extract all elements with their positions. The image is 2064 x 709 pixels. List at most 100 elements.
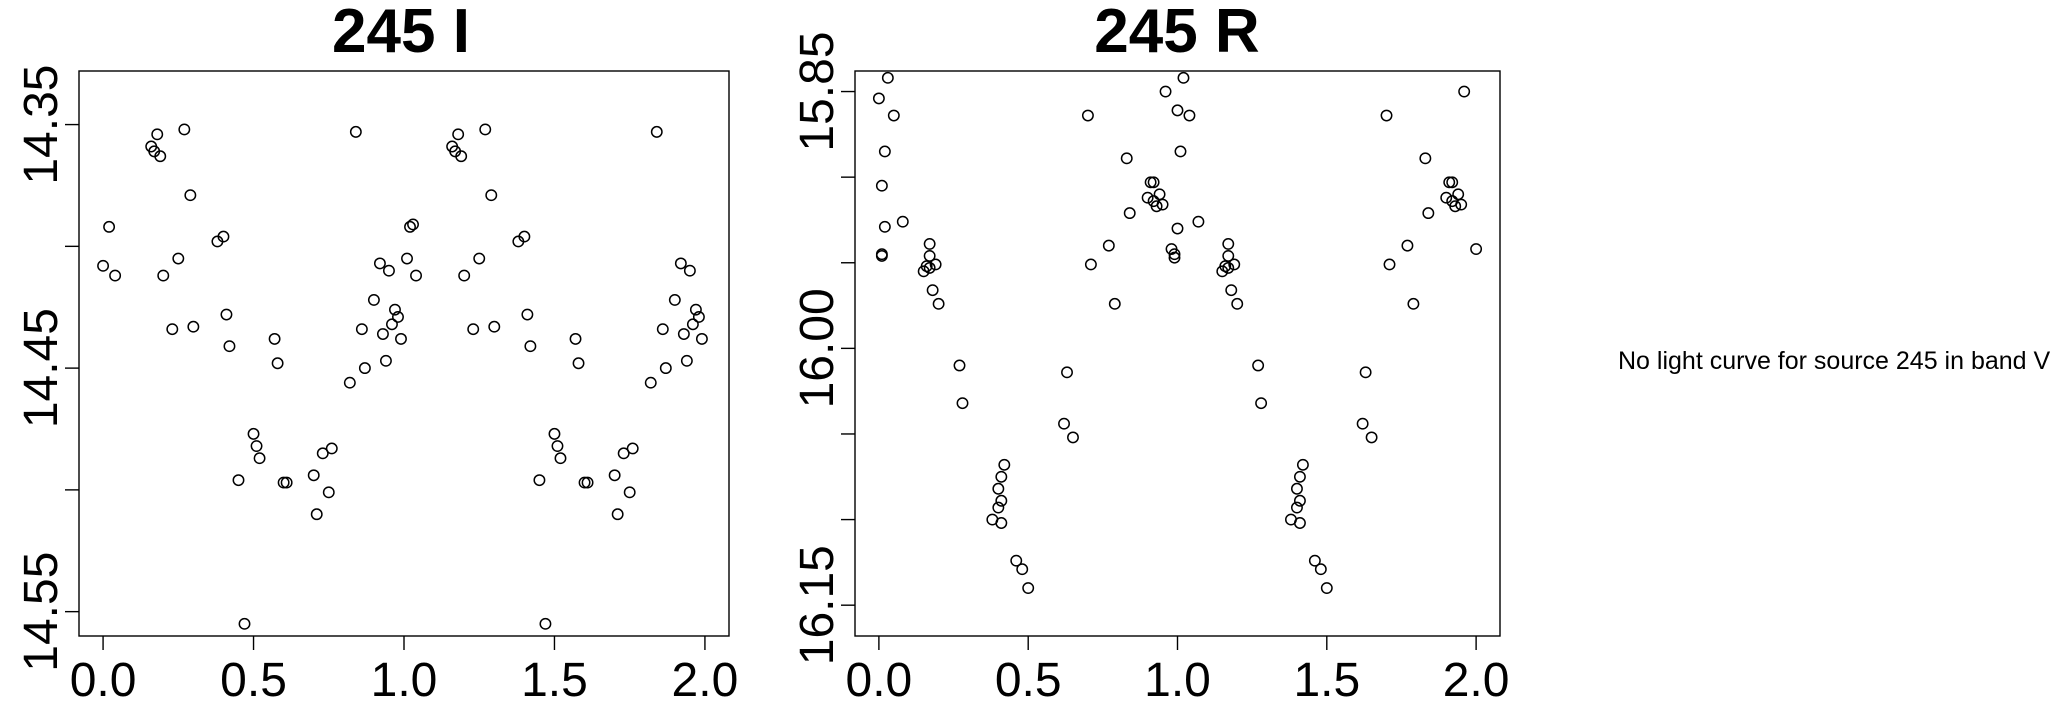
data-point xyxy=(1422,207,1435,220)
data-point xyxy=(223,340,236,353)
data-point xyxy=(404,220,416,233)
data-point xyxy=(878,220,891,233)
data-point xyxy=(686,318,699,331)
data-point xyxy=(650,125,663,138)
data-point xyxy=(1293,470,1306,483)
data-point xyxy=(1290,482,1303,495)
data-point xyxy=(998,458,1011,471)
data-point xyxy=(1192,215,1205,228)
data-point xyxy=(1222,237,1235,250)
data-point xyxy=(1356,417,1369,430)
data-point xyxy=(379,354,392,367)
x-tick-label: 0.0 xyxy=(846,654,913,707)
data-point xyxy=(407,218,419,231)
data-point xyxy=(389,303,401,316)
data-point xyxy=(1419,152,1432,165)
no-light-curve-note: No light curve for source 245 in band V xyxy=(1618,347,2051,375)
data-point xyxy=(533,474,546,487)
data-point xyxy=(548,427,561,440)
data-point xyxy=(473,252,486,265)
data-point xyxy=(1231,297,1244,310)
data-point xyxy=(1308,554,1321,567)
data-point xyxy=(367,293,380,306)
data-point xyxy=(386,318,398,331)
data-point xyxy=(644,376,657,389)
data-point xyxy=(1108,297,1121,310)
data-point xyxy=(322,486,335,499)
data-point xyxy=(1022,582,1035,595)
y-tick-label: 14.45 xyxy=(15,308,68,428)
data-point xyxy=(872,92,885,105)
data-point xyxy=(1084,258,1097,271)
data-point xyxy=(349,125,362,138)
data-point xyxy=(232,474,245,487)
data-point xyxy=(1293,517,1306,529)
data-point xyxy=(923,237,936,250)
data-point xyxy=(238,617,251,630)
data-point xyxy=(1225,284,1238,297)
data-point xyxy=(923,261,936,274)
data-point xyxy=(1058,417,1070,430)
data-point xyxy=(524,340,537,353)
data-point xyxy=(1067,431,1079,444)
data-point xyxy=(956,397,969,410)
chart-title: 245 I xyxy=(332,0,470,66)
data-point xyxy=(929,258,942,271)
data-point xyxy=(569,332,582,345)
data-point xyxy=(572,357,585,370)
data-point xyxy=(485,189,498,202)
data-point xyxy=(1120,152,1133,165)
data-point xyxy=(626,442,639,455)
data-point xyxy=(689,303,702,316)
data-point xyxy=(1171,104,1184,117)
data-point xyxy=(1255,397,1268,410)
data-point xyxy=(692,311,705,323)
data-point xyxy=(1359,366,1372,379)
data-point xyxy=(1470,243,1483,256)
data-point xyxy=(896,215,909,228)
data-point xyxy=(887,109,900,122)
data-point xyxy=(479,123,492,136)
data-point xyxy=(1159,85,1172,98)
x-tick-label: 1.5 xyxy=(1293,654,1360,707)
data-point xyxy=(1452,188,1465,201)
data-point xyxy=(383,264,395,277)
data-point xyxy=(1222,261,1235,274)
x-tick-label: 0.0 xyxy=(70,654,137,707)
data-point xyxy=(1153,188,1166,201)
data-point xyxy=(410,269,422,282)
data-point xyxy=(1144,176,1157,189)
panel-245-i: 245 I 0.0 0.5 1.0 1.5 2.0 14.35 14.45 14.55 xyxy=(15,0,738,707)
data-point xyxy=(376,328,389,340)
data-point xyxy=(172,252,185,265)
data-point xyxy=(1440,191,1453,204)
data-point xyxy=(992,501,1005,514)
data-point xyxy=(154,150,167,163)
x-tick-label: 2.0 xyxy=(672,654,739,707)
plot-frame xyxy=(78,70,730,637)
data-point xyxy=(1293,494,1306,507)
data-point xyxy=(1081,109,1094,122)
data-point xyxy=(611,508,624,521)
x-tick-label: 1.0 xyxy=(371,654,438,707)
data-point xyxy=(995,470,1008,483)
data-point xyxy=(1222,249,1235,262)
data-point xyxy=(875,179,888,192)
data-point xyxy=(875,249,888,262)
x-tick-label: 0.5 xyxy=(220,654,287,707)
data-point xyxy=(608,469,621,482)
data-point xyxy=(668,293,681,306)
y-tick-label: 14.55 xyxy=(15,552,68,672)
data-point xyxy=(220,308,233,321)
data-point xyxy=(1010,554,1023,567)
data-point xyxy=(695,332,708,345)
data-point xyxy=(581,476,594,489)
data-point xyxy=(926,284,939,297)
data-point xyxy=(992,482,1005,495)
data-point xyxy=(1177,71,1190,84)
data-point xyxy=(1252,359,1265,372)
data-point xyxy=(395,332,407,345)
data-point xyxy=(878,145,891,158)
data-point xyxy=(995,517,1008,529)
